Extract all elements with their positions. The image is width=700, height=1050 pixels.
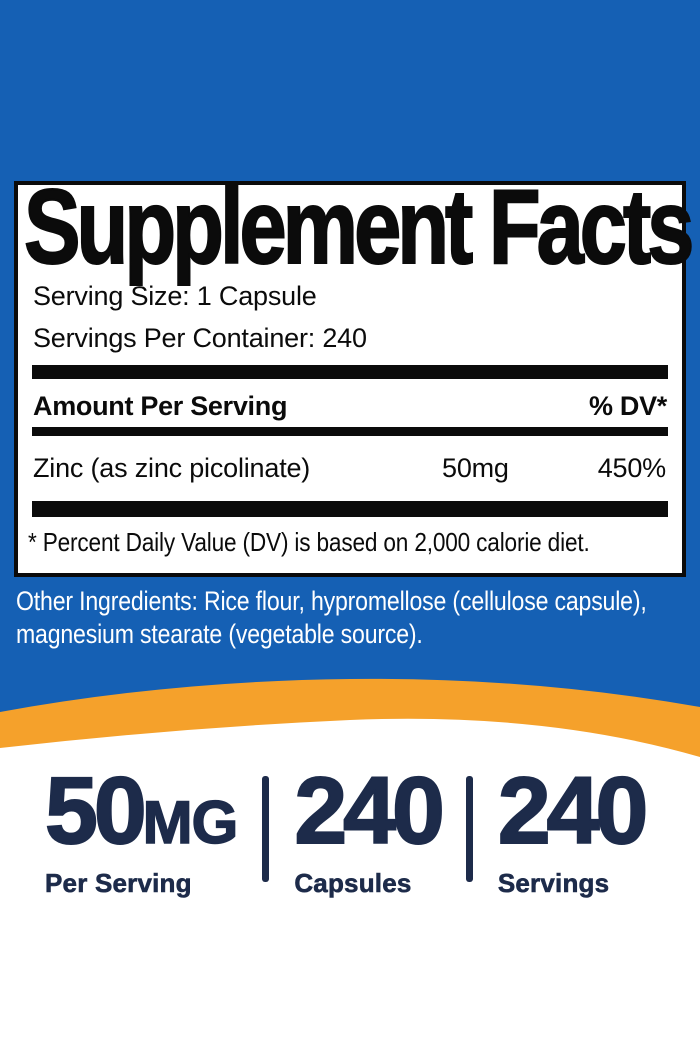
stat-number: 240 — [497, 758, 649, 864]
serving-size-text: Serving Size: 1 Capsule — [33, 281, 317, 311]
divider-bar-thick-top — [32, 365, 668, 379]
divider-bar-thick-bottom — [32, 501, 668, 517]
stat-capsules-value: 240 — [293, 763, 445, 860]
table-header-row: Amount Per Serving % DV* — [33, 391, 667, 422]
stat-divider — [465, 776, 473, 882]
servings-per-container-text: Servings Per Container: 240 — [33, 323, 367, 353]
stat-number: 240 — [293, 758, 445, 864]
stat-label: Per Serving — [45, 867, 192, 898]
stat-divider — [262, 776, 270, 882]
divider-bar-thin — [32, 427, 668, 436]
other-ingredients-line-1: Other Ingredients: Rice flour, hypromell… — [16, 586, 647, 616]
stat-number: 50 — [44, 758, 148, 864]
percent-dv-header: % DV* — [588, 391, 667, 421]
stat-label: Capsules — [294, 867, 412, 898]
nutrient-amount: 50mg — [442, 453, 509, 483]
stat-unit: MG — [142, 789, 239, 856]
supplement-facts-panel: Supplement Facts Serving Size: 1 Capsule… — [14, 173, 695, 577]
product-stats: 50MG Per Serving 240 Capsules 240 Servin… — [44, 763, 649, 899]
table-row: Zinc (as zinc picolinate) 50mg 450% — [33, 453, 666, 484]
supplement-facts-title: Supplement Facts — [23, 168, 695, 286]
nutrient-name: Zinc (as zinc picolinate) — [33, 453, 311, 483]
stat-per-serving-value: 50MG — [44, 763, 239, 860]
other-ingredients: Other Ingredients: Rice flour, hypromell… — [16, 585, 691, 651]
stat-per-serving: 50MG Per Serving — [44, 763, 239, 899]
nutrient-dv: 450% — [597, 453, 666, 483]
stat-servings: 240 Servings — [497, 763, 649, 899]
daily-value-footnote: * Percent Daily Value (DV) is based on 2… — [28, 527, 590, 557]
orange-swoosh — [0, 678, 700, 757]
stat-capsules: 240 Capsules — [293, 763, 445, 899]
stat-servings-value: 240 — [497, 763, 649, 860]
other-ingredients-line-2: magnesium stearate (vegetable source). — [16, 618, 423, 649]
stat-label: Servings — [497, 867, 610, 898]
amount-per-serving-header: Amount Per Serving — [33, 391, 288, 421]
